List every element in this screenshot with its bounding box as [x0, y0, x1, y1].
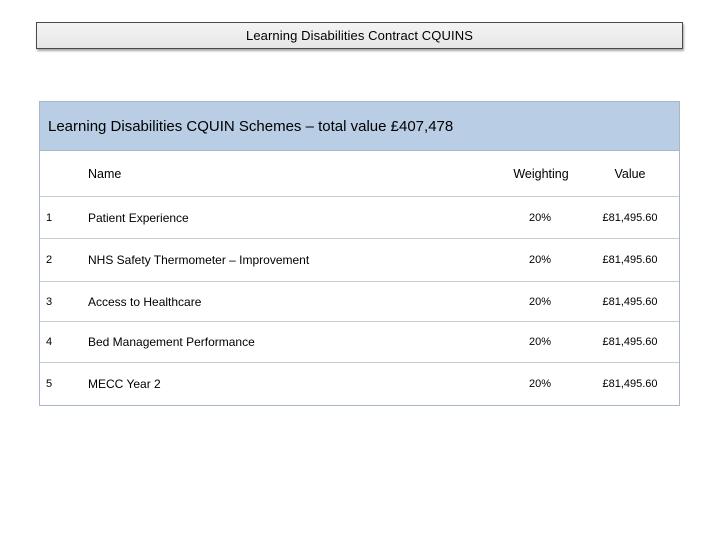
page-title-box: Learning Disabilities Contract CQUINS	[36, 22, 683, 49]
table-row: 2 NHS Safety Thermometer – Improvement 2…	[40, 239, 679, 282]
row-weighting: 20%	[528, 378, 552, 390]
row-number: 2	[46, 254, 53, 266]
row-name: Patient Experience	[88, 210, 189, 225]
row-number: 5	[46, 378, 53, 390]
row-value: £81,495.60	[602, 211, 658, 224]
row-weighting: 20%	[528, 211, 552, 224]
table-heading: Learning Disabilities CQUIN Schemes – to…	[40, 102, 679, 151]
column-header-name: Name	[88, 166, 122, 181]
row-value: £81,495.60	[602, 295, 658, 308]
table-row: 1 Patient Experience 20% £81,495.60	[40, 197, 679, 239]
row-weighting: 20%	[528, 336, 552, 348]
row-name: Bed Management Performance	[88, 335, 255, 349]
column-header-value: Value	[614, 166, 646, 181]
table-row: 3 Access to Healthcare 20% £81,495.60	[40, 282, 679, 322]
row-weighting: 20%	[528, 295, 552, 308]
row-weighting: 20%	[528, 254, 552, 266]
cquin-schemes-table: Learning Disabilities CQUIN Schemes – to…	[39, 101, 680, 406]
table-row: 5 MECC Year 2 20% £81,495.60	[40, 363, 679, 405]
row-value: £81,495.60	[602, 254, 658, 266]
row-name: Access to Healthcare	[88, 294, 202, 309]
row-number: 4	[46, 336, 53, 348]
page-title: Learning Disabilities Contract CQUINS	[246, 28, 473, 43]
row-number: 3	[46, 295, 53, 308]
row-number: 1	[46, 211, 53, 224]
row-name: MECC Year 2	[88, 377, 161, 391]
column-header-row: Name Weighting Value	[40, 151, 679, 197]
row-value: £81,495.60	[602, 378, 658, 390]
row-value: £81,495.60	[602, 336, 658, 348]
table-row: 4 Bed Management Performance 20% £81,495…	[40, 322, 679, 363]
table-heading-text: Learning Disabilities CQUIN Schemes – to…	[48, 117, 454, 135]
column-header-weighting: Weighting	[513, 166, 569, 181]
row-name: NHS Safety Thermometer – Improvement	[88, 253, 310, 267]
